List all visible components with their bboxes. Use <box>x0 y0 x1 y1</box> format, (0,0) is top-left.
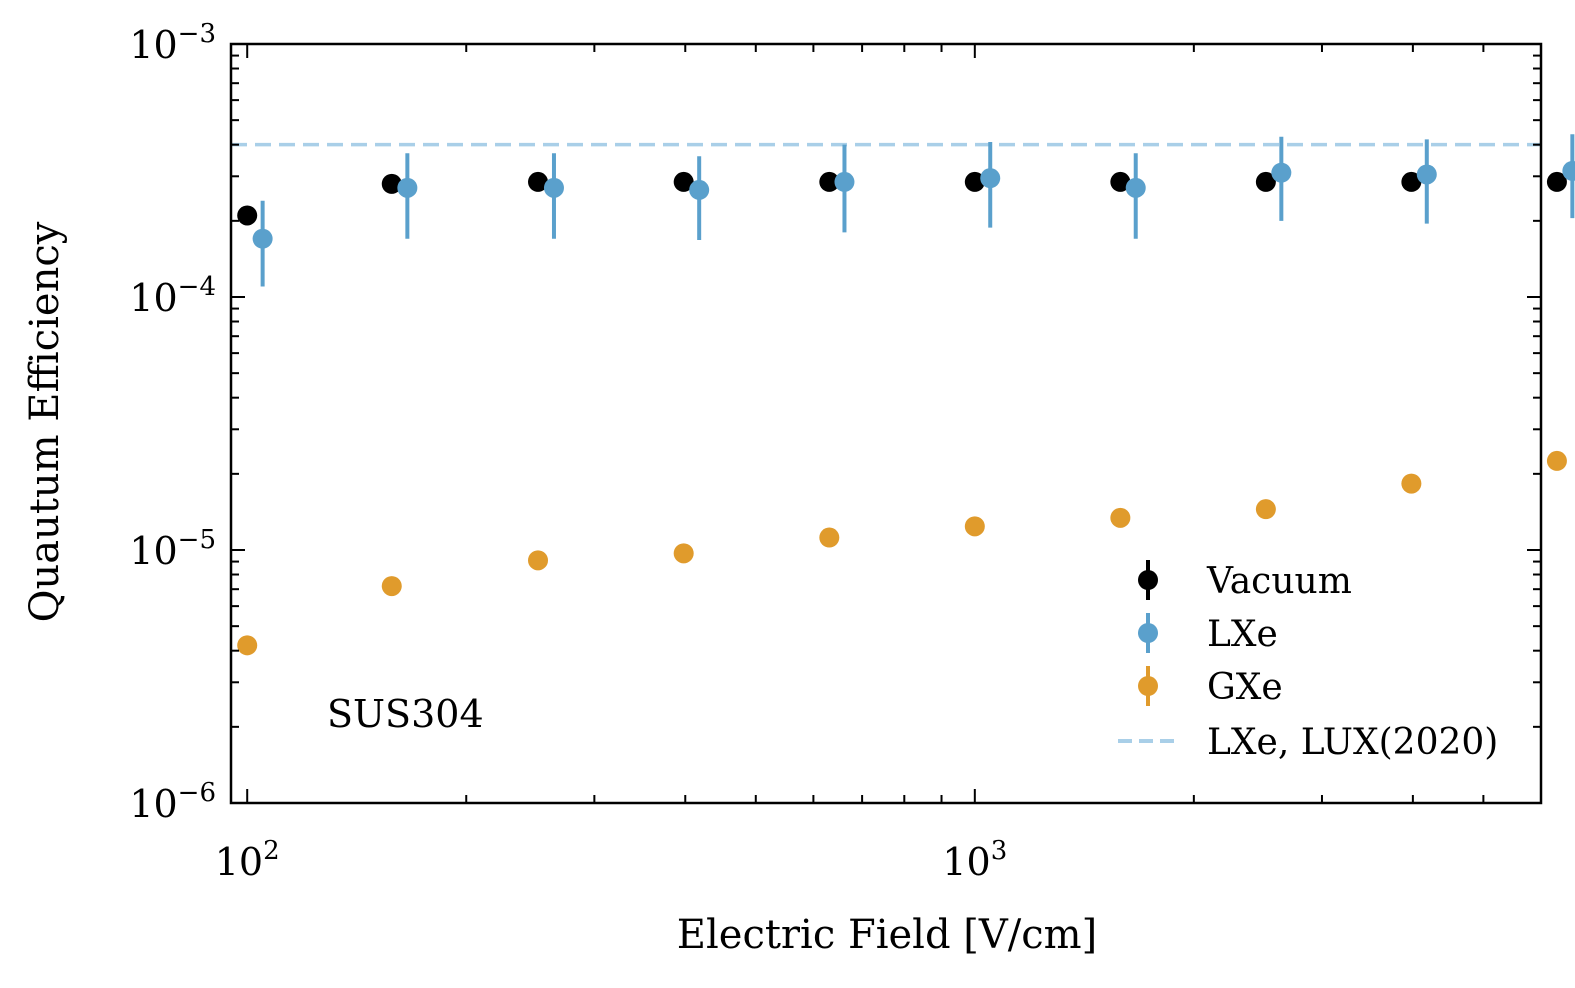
lxe-data-point <box>980 168 1001 189</box>
lxe-data-point <box>543 177 564 198</box>
gxe-data-point <box>237 635 258 656</box>
vacuum-data-point <box>819 171 840 192</box>
x-tick-label: 102 <box>215 836 280 884</box>
lxe-data-point <box>689 179 710 200</box>
vacuum-data-point <box>964 171 985 192</box>
legend-vacuum-marker <box>1138 570 1158 590</box>
legend-lux-label: LXe, LUX(2020) <box>1207 722 1498 763</box>
y-axis-label: Quautum Efficiency <box>22 221 68 622</box>
gxe-data-point <box>673 543 694 564</box>
gxe-data-point <box>1110 507 1131 528</box>
gxe-data-point <box>964 516 985 537</box>
x-axis-label: Electric Field [V/cm] <box>677 912 1097 958</box>
y-tick-label: 10−6 <box>129 778 216 826</box>
lxe-data-point <box>1125 177 1146 198</box>
vacuum-data-point <box>237 205 258 226</box>
gxe-data-point <box>528 550 549 571</box>
legend-lxe-label: LXe <box>1207 614 1278 655</box>
vacuum-data-point <box>528 171 549 192</box>
vacuum-data-point <box>1401 171 1422 192</box>
gxe-data-point <box>1401 473 1422 494</box>
lxe-data-point <box>1416 164 1437 185</box>
legend-gxe-marker <box>1138 676 1158 696</box>
legend-lxe-marker <box>1138 623 1158 643</box>
plot-area-frame <box>229 42 1543 805</box>
vacuum-data-point <box>1255 171 1276 192</box>
material-annotation: SUS304 <box>327 692 484 736</box>
legend-vacuum-label: Vacuum <box>1206 561 1352 602</box>
lxe-data-point <box>834 171 855 192</box>
vacuum-data-point <box>673 171 694 192</box>
y-tick-label: 10−5 <box>129 525 216 573</box>
vacuum-data-point <box>1110 171 1131 192</box>
lxe-data-point <box>1562 160 1575 181</box>
gxe-data-point <box>381 576 402 597</box>
legend: Vacuum LXe GXe LXe, LUX(2020) <box>1118 560 1498 763</box>
lxe-data-point <box>1271 162 1292 183</box>
gxe-data-point <box>1255 499 1276 520</box>
gxe-data-point <box>1546 450 1567 471</box>
gxe-data-point <box>819 527 840 548</box>
lxe-data-point <box>397 177 418 198</box>
vacuum-data-point <box>1546 171 1567 192</box>
legend-gxe-label: GXe <box>1207 667 1283 708</box>
lxe-data-point <box>252 228 273 249</box>
y-tick-label: 10−3 <box>129 19 216 67</box>
vacuum-data-point <box>381 173 402 194</box>
y-tick-label: 10−4 <box>129 272 216 320</box>
x-tick-label: 103 <box>942 836 1007 884</box>
